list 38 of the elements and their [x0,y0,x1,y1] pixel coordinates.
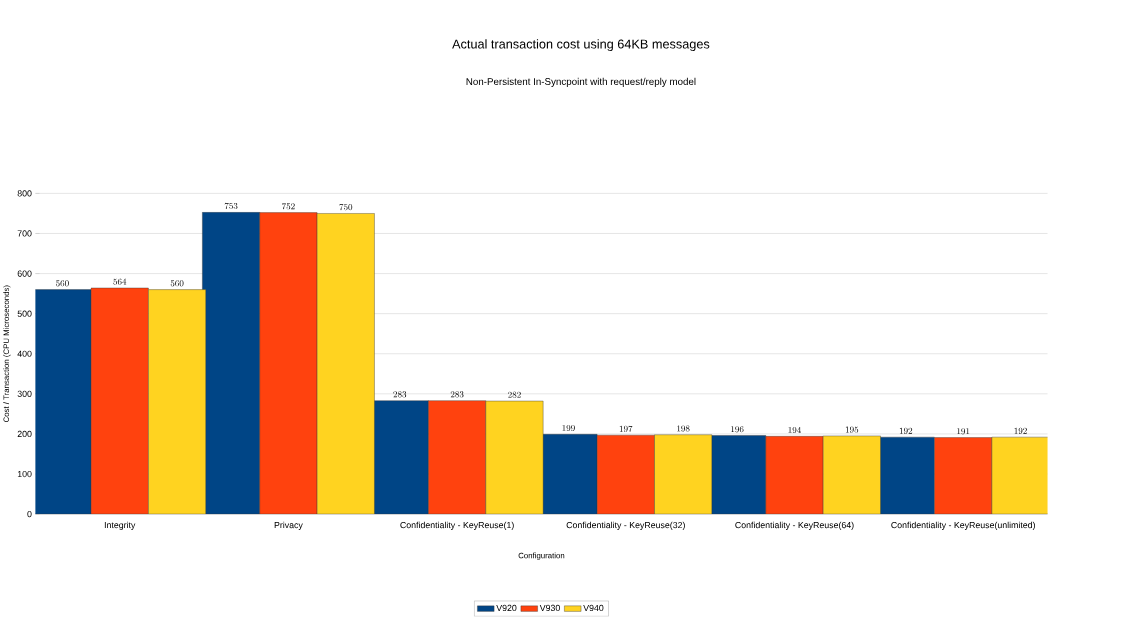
data-label: 195 [845,426,859,433]
data-label: 197 [619,425,633,433]
data-label: 750 [339,204,353,211]
x-tick-label: Confidentiality - KeyReuse(unlimited) [891,521,1035,531]
data-label: 192 [1014,428,1027,435]
y-tick-label: 0 [27,511,32,518]
data-label: 194 [788,427,802,434]
data-label: 192 [899,428,913,435]
data-label: 752 [282,203,295,210]
legend-label: V920 [496,605,517,612]
x-tick-label: Confidentiality - KeyReuse(64) [735,521,854,531]
data-label: 560 [170,280,184,287]
data-label: 191 [957,428,970,435]
y-tick-label: 700 [17,230,32,237]
data-label: 196 [731,426,744,433]
data-label: 564 [113,278,127,285]
x-tick-label: Integrity [104,521,136,531]
x-tick-label: Privacy [274,521,303,531]
x-tick-label: Confidentiality - KeyReuse(32) [566,521,685,531]
data-label: 199 [562,425,575,432]
data-label: 282 [508,391,521,399]
chart-subtitle: Non-Persistent In-Syncpoint with request/reply model [466,78,696,88]
data-label: 283 [450,391,464,398]
y-tick-label: 600 [17,270,32,277]
x-tick-label: Confidentiality - KeyReuse(1) [400,521,514,531]
y-tick-label: 100 [17,471,32,478]
data-label: 560 [56,280,69,287]
data-label: 198 [677,425,690,432]
y-tick-label: 200 [17,431,32,438]
y-tick-label: 300 [17,390,32,398]
data-label: 753 [224,203,238,210]
legend-label: V940 [583,605,604,612]
legend-label: V930 [539,605,560,612]
data-label: 283 [393,391,407,398]
chart-title: Actual transaction cost using 64KB messages [452,39,710,52]
y-tick-label: 500 [17,310,32,318]
y-tick-label: 400 [17,350,32,358]
y-tick-label: 800 [17,190,32,197]
